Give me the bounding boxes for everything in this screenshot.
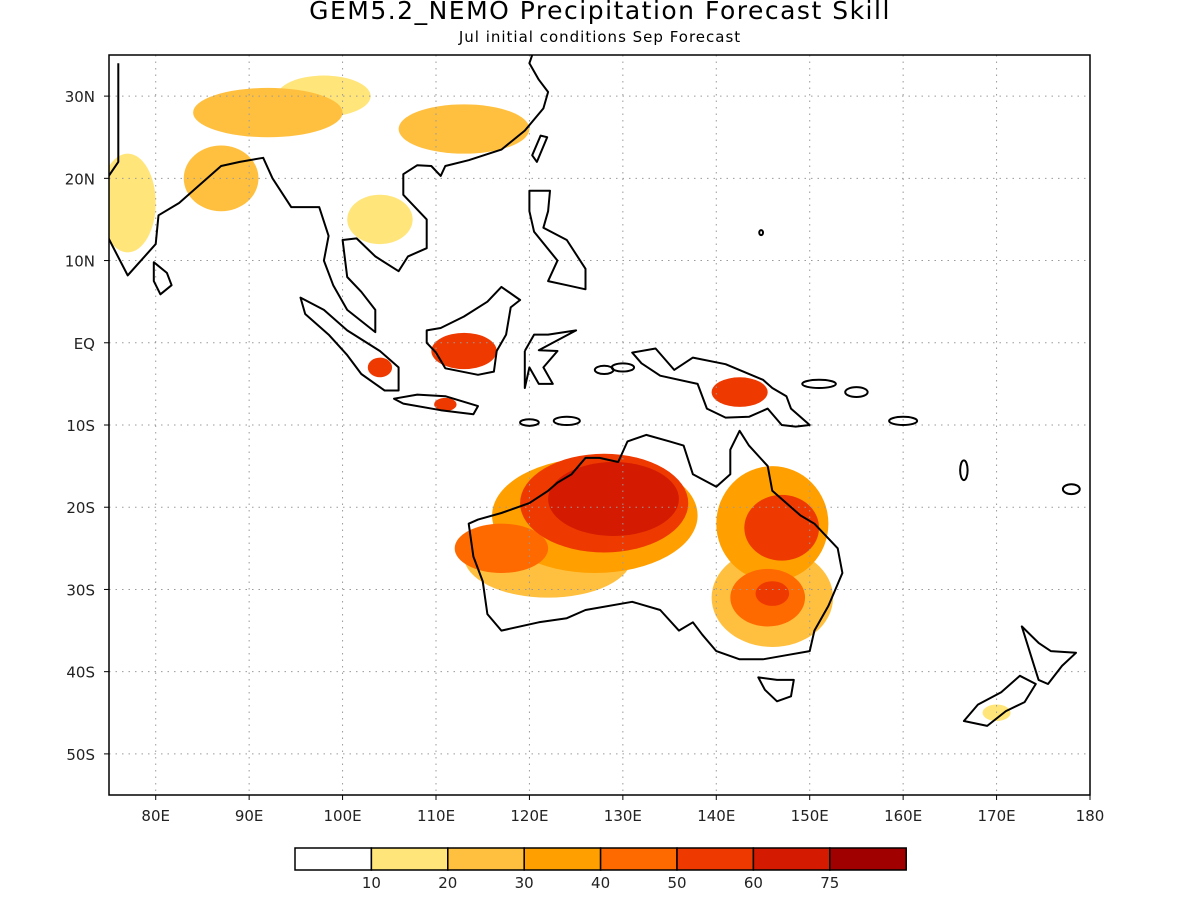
coast-borneo — [425, 285, 522, 376]
y-tick-label: EQ — [74, 335, 95, 353]
coast-new-guinea — [631, 347, 811, 428]
coast-island — [552, 415, 581, 426]
skill-region-nsw-peak — [755, 581, 790, 606]
colorbar-box — [523, 847, 602, 871]
skill-region-south-china — [398, 104, 530, 154]
y-tick-label: 10N — [65, 253, 95, 271]
chart-title: GEM5.2_NEMO Precipitation Forecast Skill — [309, 0, 891, 25]
coast-sumatra — [299, 296, 400, 392]
colorbar-box — [370, 847, 449, 871]
x-tick-label: 100E — [324, 807, 362, 825]
coast-island — [844, 386, 869, 399]
x-tick-label: 90E — [235, 807, 264, 825]
coast-island — [801, 378, 837, 389]
coast-tasmania — [757, 676, 795, 703]
skill-region-india-west — [109, 153, 156, 253]
coast-island — [959, 459, 969, 482]
colorbar: 10 20 30 40 50 60 75 — [294, 847, 907, 892]
coast-australia — [467, 429, 844, 661]
skill-region-himalaya — [193, 87, 343, 138]
longitude-labels: 80E 90E 100E 110E 120E 130E 140E 150E 160E 170E 18… — [141, 795, 1104, 825]
y-tick-label: 20N — [65, 170, 95, 188]
coast-new-zealand — [1020, 625, 1077, 685]
colorbar-label: 20 — [438, 874, 457, 892]
skill-region-java — [434, 397, 457, 412]
latitude-labels: 30N 20N 10N EQ 10S 20S 30S 40S 50S — [65, 88, 109, 764]
coast-java — [393, 393, 479, 416]
skill-region-sumatra-south — [367, 357, 393, 378]
coast-island — [758, 229, 764, 237]
x-tick-label: 110E — [417, 807, 455, 825]
skill-region-papua — [711, 377, 768, 407]
colorbar-box — [447, 847, 525, 871]
y-tick-label: 40S — [66, 664, 95, 682]
coast-philippines — [528, 189, 587, 291]
x-tick-label: 160E — [884, 807, 922, 825]
x-tick-label: 170E — [978, 807, 1016, 825]
coast-sulawesi — [523, 329, 578, 389]
y-tick-label: 30S — [66, 581, 95, 599]
coast-island — [610, 362, 636, 373]
colorbar-label: 75 — [820, 874, 839, 892]
colorbar-label: 10 — [362, 874, 381, 892]
coast-asia — [109, 55, 550, 334]
coast-sri-lanka — [152, 261, 173, 296]
y-tick-label: 50S — [66, 746, 95, 764]
skill-region-north-australia-peak — [548, 462, 679, 536]
colorbar-box — [599, 847, 678, 871]
colorbar-label: 60 — [744, 874, 763, 892]
colorbar-label: 50 — [667, 874, 686, 892]
colorbar-box — [294, 847, 373, 871]
map-frame — [108, 54, 1091, 796]
coastlines — [109, 55, 1081, 727]
skill-region-borneo-south — [431, 332, 497, 370]
colorbar-label: 40 — [591, 874, 610, 892]
y-tick-label: 20S — [66, 499, 95, 517]
coast-island — [519, 418, 540, 427]
colorbar-box — [829, 847, 907, 871]
chart-subtitle: Jul initial conditions Sep Forecast — [458, 28, 742, 46]
coast-island — [888, 415, 919, 426]
x-tick-label: 140E — [697, 807, 735, 825]
colorbar-box — [752, 847, 831, 871]
x-tick-label: 130E — [604, 807, 642, 825]
skill-region-queensland-north — [744, 494, 820, 561]
x-tick-label: 150E — [791, 807, 829, 825]
y-tick-label: 10S — [66, 417, 95, 435]
skill-region-west-australia — [454, 523, 549, 573]
x-tick-label: 120E — [510, 807, 548, 825]
x-tick-label: 180 — [1076, 807, 1105, 825]
coast-new-zealand-south — [962, 674, 1037, 727]
x-tick-label: 80E — [141, 807, 170, 825]
coast-island — [1061, 483, 1081, 496]
lat-lon-grid — [109, 55, 1090, 795]
skill-shading — [109, 75, 1011, 721]
skill-region-indochina — [347, 194, 413, 245]
coast-taiwan — [531, 134, 549, 163]
y-tick-label: 30N — [65, 88, 95, 106]
colorbar-box — [676, 847, 755, 871]
colorbar-label: 30 — [515, 874, 534, 892]
